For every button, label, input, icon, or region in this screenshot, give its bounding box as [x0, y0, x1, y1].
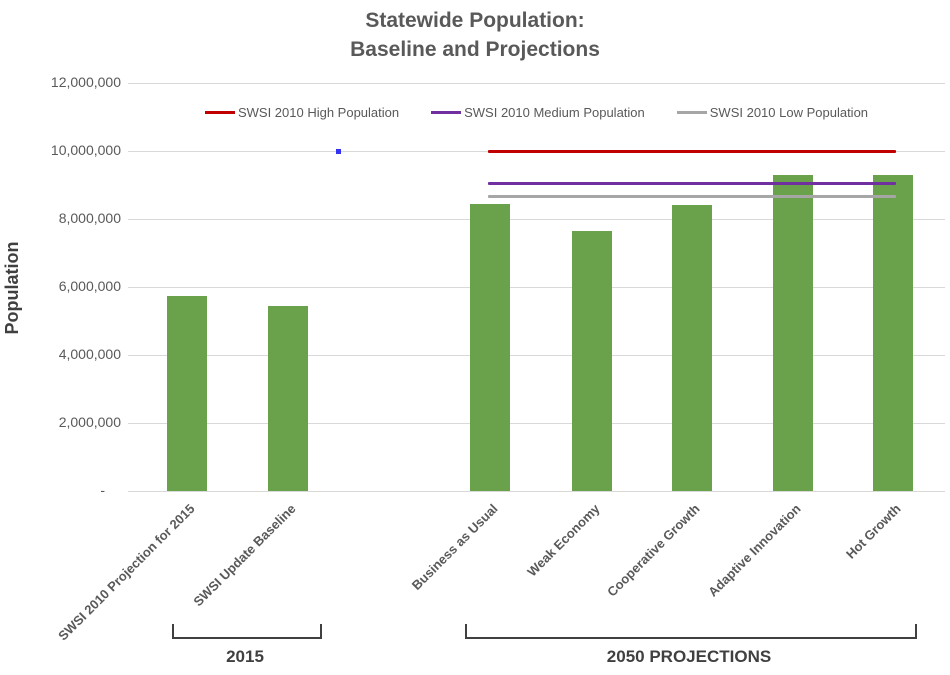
bar-business-as-usual	[470, 203, 510, 491]
line-swsi-2010-low-population	[488, 195, 896, 199]
legend-item-swsi-2010-high-population: SWSI 2010 High Population	[204, 104, 400, 120]
legend-label: SWSI 2010 Medium Population	[464, 104, 645, 120]
y-tick-label-6000000: 6,000,000	[58, 278, 121, 294]
y-tick-label-8000000: 8,000,000	[58, 210, 121, 226]
legend-label: SWSI 2010 High Population	[237, 104, 400, 120]
stray-blue-point	[336, 149, 341, 154]
group-label-2015: 2015	[226, 647, 264, 666]
y-tick-label-0: -	[100, 482, 105, 498]
bar-cooperative-growth	[672, 205, 712, 491]
group-bracket-2015	[172, 624, 322, 639]
legend-line-marker-icon	[204, 110, 235, 114]
legend-item-swsi-2010-medium-population: SWSI 2010 Medium Population	[431, 105, 645, 120]
x-tick-label-swsi-2010-projection-for-2015: SWSI 2010 Projection for 2015	[55, 501, 198, 644]
gridline-6000000	[128, 287, 945, 288]
group-bracket-2050-projections	[465, 624, 917, 639]
y-tick-label-12000000: 12,000,000	[50, 74, 121, 90]
legend-item-swsi-2010-low-population: SWSI 2010 Low Population	[676, 104, 869, 120]
bar-adaptive-innovation	[773, 174, 813, 491]
gridline-8000000	[128, 219, 945, 220]
legend-line-marker-icon	[676, 110, 707, 114]
group-label-2050-projections: 2050 PROJECTIONS	[606, 647, 772, 666]
gridline-12000000	[128, 83, 945, 84]
y-tick-label-4000000: 4,000,000	[58, 346, 121, 362]
gridline-0	[128, 491, 945, 492]
legend-line-marker-icon	[431, 110, 462, 114]
bar-weak-economy	[572, 230, 612, 491]
chart-title-line1: Statewide Population:	[365, 9, 585, 32]
chart-title: Statewide Population: Baseline and Proje…	[0, 6, 950, 64]
y-tick-label-10000000: 10,000,000	[50, 142, 121, 158]
gridline-4000000	[128, 355, 945, 356]
gridline-2000000	[128, 423, 945, 424]
bar-swsi-2010-projection-for-2015	[167, 295, 207, 491]
bar-swsi-update-baseline	[268, 305, 308, 491]
bar-hot-growth	[873, 174, 913, 491]
y-tick-label-2000000: 2,000,000	[58, 414, 121, 430]
line-swsi-2010-medium-population	[488, 181, 896, 185]
legend: SWSI 2010 High Population SWSI 2010 Mediu…	[128, 103, 945, 121]
legend-label: SWSI 2010 Low Population	[709, 104, 869, 120]
line-swsi-2010-high-population	[488, 149, 896, 153]
chart-title-line2: Baseline and Projections	[350, 38, 600, 61]
